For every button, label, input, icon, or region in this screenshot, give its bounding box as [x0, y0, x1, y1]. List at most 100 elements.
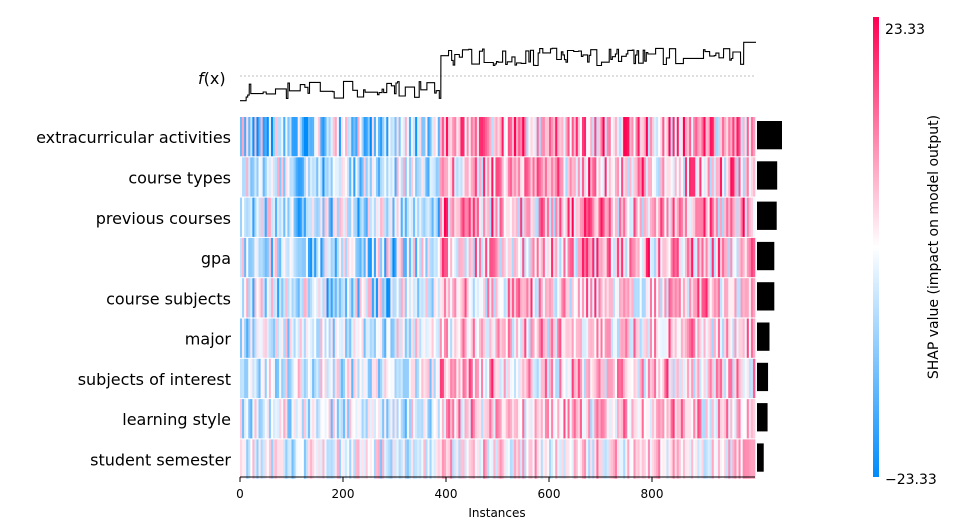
- heatmap-cell: [594, 197, 597, 237]
- heatmap-cell: [604, 117, 607, 157]
- heatmap-cell: [639, 358, 642, 399]
- heatmap-cell: [619, 399, 622, 439]
- heatmap-cell: [637, 197, 640, 237]
- heatmap-cell: [462, 278, 465, 318]
- heatmap-cell: [275, 278, 278, 318]
- heatmap-cell: [518, 117, 521, 157]
- heatmap-cell: [380, 278, 383, 318]
- heatmap-cell: [645, 439, 649, 479]
- heatmap-cell: [641, 197, 645, 237]
- heatmap-cell: [491, 278, 494, 318]
- heatmap-cell: [752, 117, 756, 157]
- heatmap-cell: [252, 358, 255, 399]
- heatmap-cell: [501, 439, 504, 479]
- heatmap-cell: [303, 197, 307, 237]
- heatmap-cell: [382, 399, 385, 439]
- heatmap-cell: [408, 278, 412, 318]
- heatmap-cell: [561, 157, 564, 197]
- heatmap-cell: [417, 197, 420, 237]
- heatmap-cell: [658, 318, 661, 358]
- heatmap-cell: [511, 117, 515, 157]
- heatmap-cell: [724, 157, 727, 197]
- heatmap-cell: [464, 278, 467, 318]
- heatmap-cell: [647, 157, 651, 197]
- heatmap-cell: [470, 157, 474, 197]
- heatmap-cell: [289, 197, 292, 237]
- importance-bar: [757, 241, 775, 271]
- heatmap-cell: [353, 237, 356, 278]
- heatmap-cell: [691, 358, 694, 399]
- heatmap-cell: [569, 117, 572, 157]
- heatmap-cell: [584, 157, 587, 197]
- heatmap-cell: [656, 318, 659, 358]
- heatmap-cell: [260, 399, 263, 439]
- heatmap-cell: [518, 318, 521, 358]
- heatmap-cell: [633, 157, 636, 197]
- heatmap-cell: [295, 439, 298, 479]
- heatmap-cell: [324, 237, 327, 278]
- heatmap-cell: [400, 439, 404, 479]
- heatmap-cell: [390, 237, 393, 278]
- heatmap-cell: [386, 157, 389, 197]
- heatmap-cell: [252, 399, 255, 439]
- heatmap-cell: [371, 278, 375, 318]
- heatmap-cell: [246, 197, 249, 237]
- heatmap-cell: [606, 278, 610, 318]
- heatmap-cell: [485, 439, 488, 479]
- heatmap-cell: [448, 197, 451, 237]
- heatmap-cell: [283, 278, 286, 318]
- heatmap-cell: [248, 157, 251, 197]
- heatmap-cell: [658, 278, 661, 318]
- heatmap-cell: [744, 117, 748, 157]
- heatmap-cell: [728, 117, 731, 157]
- heatmap-cell: [336, 197, 340, 237]
- heatmap-cell: [561, 197, 564, 237]
- heatmap-cell: [305, 318, 309, 358]
- heatmap-cell: [404, 237, 408, 278]
- heatmap-cell: [734, 117, 737, 157]
- heatmap-cell: [559, 197, 562, 237]
- heatmap-cell: [728, 237, 731, 278]
- heatmap-cell: [715, 318, 719, 358]
- heatmap-cell: [260, 358, 263, 399]
- heatmap-cell: [437, 399, 441, 439]
- heatmap-cell: [369, 237, 373, 278]
- heatmap-cell: [312, 197, 315, 237]
- heatmap-cell: [711, 117, 715, 157]
- heatmap-cell: [549, 439, 552, 479]
- heatmap-cell: [437, 237, 441, 278]
- heatmap-cell: [470, 439, 474, 479]
- heatmap-cell: [365, 278, 369, 318]
- heatmap-cell: [402, 278, 406, 318]
- heatmap-cell: [520, 157, 523, 197]
- heatmap-cell: [256, 399, 259, 439]
- heatmap-cell: [687, 117, 690, 157]
- heatmap-cell: [277, 237, 280, 278]
- heatmap-cell: [647, 197, 651, 237]
- heatmap-cell: [250, 358, 253, 399]
- heatmap-cell: [586, 197, 589, 237]
- heatmap-cell: [402, 117, 406, 157]
- heatmap-cell: [666, 358, 669, 399]
- heatmap-cell: [258, 318, 261, 358]
- heatmap-cell: [684, 197, 688, 237]
- heatmap-cell: [748, 318, 752, 358]
- heatmap-cell: [443, 117, 447, 157]
- heatmap-cell: [674, 318, 678, 358]
- heatmap-cell: [645, 399, 649, 439]
- heatmap-cell: [645, 197, 649, 237]
- heatmap-cell: [340, 157, 344, 197]
- heatmap-cell: [668, 157, 671, 197]
- heatmap-cell: [600, 237, 603, 278]
- heatmap-cell: [505, 358, 509, 399]
- heatmap-cell: [619, 358, 622, 399]
- heatmap-cell: [303, 237, 307, 278]
- heatmap-cell: [689, 278, 692, 318]
- heatmap-cell: [501, 237, 504, 278]
- heatmap-cell: [283, 358, 286, 399]
- heatmap-cell: [355, 237, 358, 278]
- heatmap-cell: [536, 439, 539, 479]
- heatmap-cell: [734, 157, 737, 197]
- heatmap-cell: [491, 318, 494, 358]
- heatmap-cell: [586, 439, 589, 479]
